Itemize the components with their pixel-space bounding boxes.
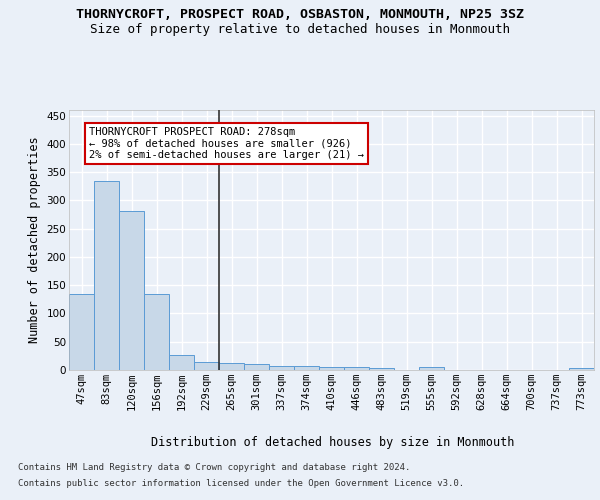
Bar — [294, 366, 319, 370]
Text: THORNYCROFT, PROSPECT ROAD, OSBASTON, MONMOUTH, NP25 3SZ: THORNYCROFT, PROSPECT ROAD, OSBASTON, MO… — [76, 8, 524, 20]
Bar — [69, 294, 94, 370]
Bar — [419, 367, 444, 370]
Text: Size of property relative to detached houses in Monmouth: Size of property relative to detached ho… — [90, 22, 510, 36]
Bar — [194, 362, 219, 370]
Text: Contains HM Land Registry data © Crown copyright and database right 2024.: Contains HM Land Registry data © Crown c… — [18, 464, 410, 472]
Bar — [119, 210, 144, 370]
Text: THORNYCROFT PROSPECT ROAD: 278sqm
← 98% of detached houses are smaller (926)
2% : THORNYCROFT PROSPECT ROAD: 278sqm ← 98% … — [89, 127, 364, 160]
Y-axis label: Number of detached properties: Number of detached properties — [28, 136, 41, 344]
Bar — [269, 366, 294, 370]
Text: Contains public sector information licensed under the Open Government Licence v3: Contains public sector information licen… — [18, 478, 464, 488]
Bar — [219, 362, 244, 370]
Bar — [369, 368, 394, 370]
Bar — [169, 354, 194, 370]
Bar — [319, 367, 344, 370]
Bar — [94, 180, 119, 370]
Bar — [144, 294, 169, 370]
Bar — [569, 368, 594, 370]
Bar — [344, 367, 369, 370]
Text: Distribution of detached houses by size in Monmouth: Distribution of detached houses by size … — [151, 436, 515, 449]
Bar — [244, 364, 269, 370]
